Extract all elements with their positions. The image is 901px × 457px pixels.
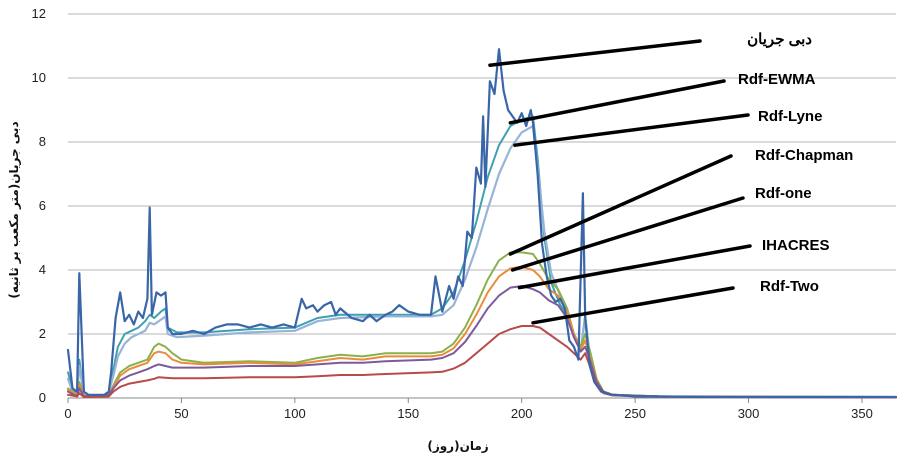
x-tick-label: 150 — [397, 406, 419, 421]
series-lines — [66, 48, 898, 399]
annotation-label: Rdf-Lyne — [758, 108, 822, 125]
annotation-leader-line — [508, 154, 733, 256]
y-tick-label: 12 — [32, 6, 46, 21]
x-axis-title: زمان(روز) — [427, 439, 488, 454]
series-line-0 — [66, 48, 898, 399]
annotation-leader-line — [508, 79, 726, 125]
x-tick-label: 300 — [738, 406, 760, 421]
annotation-leader-line — [531, 286, 735, 325]
annotation-leader-line — [488, 39, 702, 67]
x-tick-label: 50 — [174, 406, 188, 421]
y-tick-label: 10 — [32, 70, 46, 85]
y-tick-label: 4 — [39, 262, 46, 277]
axes: 0 2 4 6 8 10 12 0 50 100 150 200 250 300 350 — [32, 6, 896, 421]
annotation-label: Rdf-one — [755, 185, 812, 202]
y-tick-label: 8 — [39, 134, 46, 149]
annotation-leader-line — [510, 196, 745, 272]
x-tick-label: 200 — [511, 406, 533, 421]
annotation-label: IHACRES — [762, 237, 830, 254]
x-tick-label: 100 — [284, 406, 306, 421]
y-axis-title: دبی جریان(متر مکعب بر ثانیه) — [7, 121, 21, 298]
annotation-label: Rdf-Chapman — [755, 147, 853, 164]
x-tick-label: 350 — [851, 406, 873, 421]
y-tick-label: 0 — [39, 390, 46, 405]
x-tick-label: 0 — [64, 406, 71, 421]
annotation-label: Rdf-Two — [760, 278, 819, 295]
annotation-leader-line — [513, 113, 750, 147]
annotation-label: دبی جریان — [747, 31, 812, 48]
series-line-3 — [67, 251, 897, 398]
series-line-6 — [67, 325, 897, 399]
annotation-label: Rdf-EWMA — [738, 71, 816, 88]
annotations: دبی جریان Rdf-EWMA Rdf-Lyne Rdf-Chapman Rdf-… — [488, 31, 853, 325]
y-tick-label: 6 — [39, 198, 46, 213]
annotation-leader-line — [517, 244, 752, 290]
x-tick-label: 250 — [624, 406, 646, 421]
y-tick-label: 2 — [39, 326, 46, 341]
